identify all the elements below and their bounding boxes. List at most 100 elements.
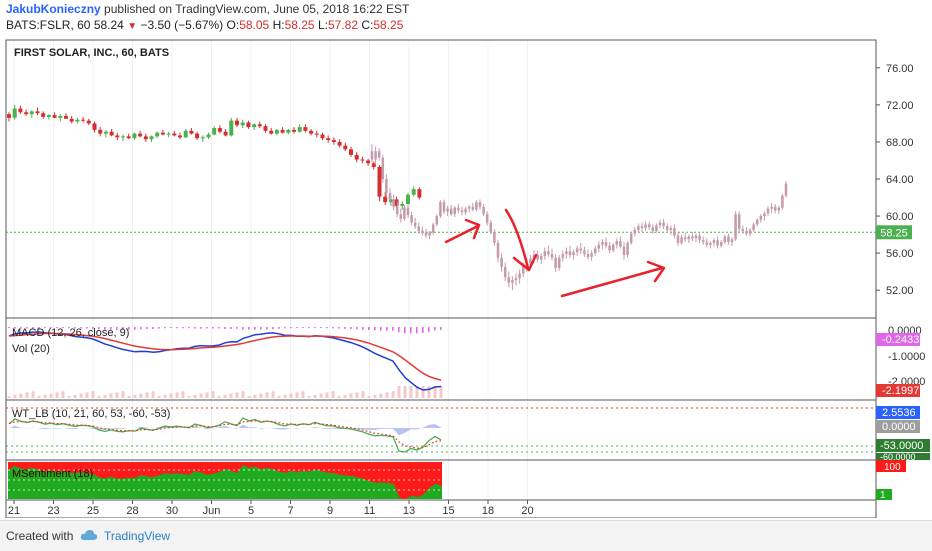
projection-candle-body-99 [727,236,730,243]
projection-candle-body-77 [647,224,651,228]
x-tick-label-4: 30 [166,505,178,517]
projection-candle-body-74 [637,226,640,230]
macd-hist-bar-12 [80,327,82,329]
volume-bar-43 [265,392,269,398]
x-tick-label-13: 20 [521,505,533,517]
y-tick-label-5: 56.00 [886,248,914,260]
projection-candle-body-114 [781,195,784,208]
projection-candle-body-50 [550,254,554,258]
sentiment-title: MSentiment (18) [12,468,93,480]
projection-candle-body-82 [665,226,669,230]
candle-body-42 [246,122,251,128]
projection-candle-body-8 [399,214,403,219]
macd-value-badge [876,384,920,397]
macd-hist-bar-10 [68,327,70,329]
candle-body-45 [263,126,268,131]
volume-bar-6 [43,394,47,398]
volume-bar-50 [307,396,311,398]
x-tick-label-11: 15 [442,505,454,517]
volume-bar-38 [235,392,239,398]
projection-candle-body-14 [421,230,424,233]
volume-bar-15 [97,396,101,398]
candle-body-70 [406,194,410,205]
candle-body-4 [29,111,34,115]
candle-body-5 [35,111,40,114]
y-tick-label-3: 64.00 [886,174,914,186]
volume-bar-36 [223,394,227,398]
macd-hist-bar-30 [188,327,190,329]
projection-candle-body-70 [622,246,626,255]
projection-candle-body-110 [766,208,770,214]
volume-bar-26 [163,394,167,398]
tradingview-brand-link[interactable]: TradingView [104,529,171,543]
candle-body-59 [343,145,348,150]
volume-bar-11 [73,394,77,398]
sentiment-pane: MSentiment (18) 100 1 [8,460,906,501]
projection-candle-body-24 [457,207,460,211]
x-tick-label-10: 13 [403,505,415,517]
volume-bar-5 [37,396,41,398]
macd-hist-bar-68 [416,327,418,334]
macd-hist-bar-72 [440,327,442,330]
candle-body-56 [326,138,331,141]
volume-bar-40 [247,396,251,398]
projection-candle-body-89 [691,236,694,239]
macd-hist-bar-52 [320,327,322,329]
arrow-down [504,208,530,270]
volume-bar-14 [91,391,95,398]
macd-hist-bar-69 [422,327,424,333]
projection-candle-body-94 [709,242,712,245]
volume-bar-25 [157,396,161,398]
projection-candle-body-3 [381,157,385,179]
projection-candle-body-31 [482,206,485,215]
candle-body-47 [274,129,279,134]
projection-candle-body-10 [406,207,410,216]
arrow-down-head [512,253,538,272]
macd-hist-bar-57 [350,327,352,330]
projection-candle-body-68 [615,241,619,245]
candle-body-1 [12,108,17,118]
projection-candle-body-100 [730,239,734,243]
projection-candle-body-97 [719,242,723,246]
candle-body-67 [388,199,393,203]
candle-body-48 [280,129,285,133]
volume-bar-47 [289,393,293,398]
chart-canvas[interactable]: 76.00 72.00 68.00 64.00 60.00 56.00 52.00 21 23… [0,36,932,518]
arrow-up-2-head [646,260,666,283]
projection-candle-body-60 [586,254,590,257]
projection-candle-body-20 [442,202,446,212]
candle-body-41 [240,122,245,126]
candle-body-65 [377,166,382,197]
projection-candle-body-16 [428,232,431,236]
author-link[interactable]: JakubKonieczny [6,2,101,16]
wt-value-badge [876,406,920,419]
projection-candle-body-72 [629,233,633,243]
volume-bar-21 [133,394,137,398]
volume-bar-48 [295,392,299,398]
projection-candle-body-105 [748,229,752,234]
projection-candle-body-111 [770,206,773,209]
volume-bar-70 [427,386,431,398]
projection-candle-body-33 [489,222,493,232]
projection-candle-body-0 [370,151,374,160]
volume-bar-3 [25,392,29,398]
wt-scale-1: 0.0000 [882,421,916,433]
candle-body-72 [417,189,422,198]
publish-line: JakubKonieczny published on TradingView.… [6,2,409,16]
volume-bar-17 [109,393,113,398]
volume-bar-23 [145,392,149,398]
projection-candle-body-61 [590,253,593,257]
volume-bar-72 [439,386,443,398]
projection-candle-body-108 [759,216,763,220]
projection-candle-body-46 [536,254,539,260]
macd-scale-1: -1.0000 [888,351,925,363]
macd-hist-bar-36 [224,327,226,329]
volume-bar-30 [187,396,191,398]
candle-body-37 [217,128,222,132]
sentiment-green-fill [8,465,442,499]
projection-candle-body-85 [676,235,680,243]
projection-candle-body-55 [568,251,572,255]
projection-candle-body-2 [377,151,381,158]
volume-bar-35 [217,396,221,398]
projection-candle-body-25 [460,210,464,213]
